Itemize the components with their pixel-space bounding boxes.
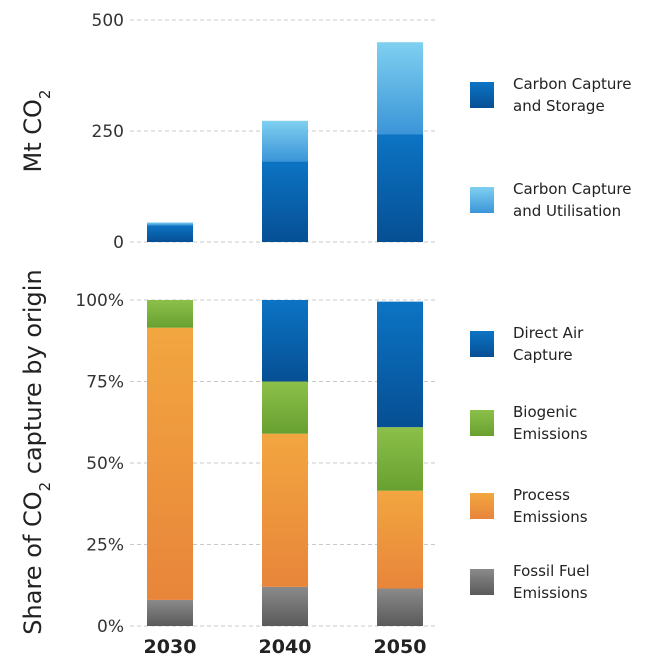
bar-segment [377, 134, 423, 242]
bar-segment [262, 381, 308, 434]
y-tick-label: 250 [92, 122, 124, 142]
bar-segment [377, 42, 423, 135]
legend-label: and Storage [513, 97, 605, 115]
y-tick-label: 50% [86, 454, 124, 474]
bar-segment [377, 301, 423, 428]
bar-segment [262, 161, 308, 242]
bar-segment [262, 120, 308, 162]
legend-label: Emissions [513, 425, 588, 443]
legend: Carbon Capture and Storage Carbon Capture a… [470, 75, 631, 602]
legend-swatch [470, 82, 494, 108]
bar-segment [147, 222, 193, 226]
x-tick-label: 2030 [144, 636, 197, 658]
legend-label: Fossil Fuel [513, 562, 590, 580]
bar-segment [377, 490, 423, 589]
y-tick-label: 25% [86, 536, 124, 556]
y-axis-label-bottom: Share of CO2 capture by origin [19, 269, 54, 634]
legend-label: Carbon Capture [513, 180, 631, 198]
legend-label: and Utilisation [513, 202, 621, 220]
legend-label: Biogenic [513, 403, 577, 421]
legend-label: Capture [513, 346, 573, 364]
y-tick-label: 75% [86, 373, 124, 393]
legend-label: Direct Air [513, 324, 584, 342]
legend-label: Emissions [513, 584, 588, 602]
y-tick-label: 0% [97, 617, 124, 637]
legend-swatch [470, 569, 494, 595]
y-tick-label: 100% [75, 291, 124, 311]
bar-segment [147, 225, 193, 242]
legend-swatch [470, 410, 494, 436]
y-tick-label: 500 [92, 11, 124, 31]
legend-swatch [470, 493, 494, 519]
bar-segment [377, 588, 423, 626]
bar-segment [147, 300, 193, 328]
bar-segment [377, 427, 423, 491]
legend-swatch [470, 331, 494, 357]
bar-segment [147, 327, 193, 600]
x-tick-label: 2050 [374, 636, 427, 658]
bar-segment [262, 433, 308, 587]
legend-label: Emissions [513, 508, 588, 526]
labels: 0 250 500 0% 25% 50% 75% 100% 2030 2040 2050 Mt CO2… [19, 11, 426, 658]
bars [147, 42, 423, 626]
y-tick-label: 0 [113, 233, 124, 253]
x-tick-label: 2040 [259, 636, 312, 658]
legend-label: Carbon Capture [513, 75, 631, 93]
bar-segment [147, 599, 193, 626]
legend-swatch [470, 187, 494, 213]
bar-segment [262, 586, 308, 626]
y-axis-label-top: Mt CO2 [19, 90, 54, 173]
bar-segment [262, 300, 308, 382]
legend-label: Process [513, 486, 570, 504]
